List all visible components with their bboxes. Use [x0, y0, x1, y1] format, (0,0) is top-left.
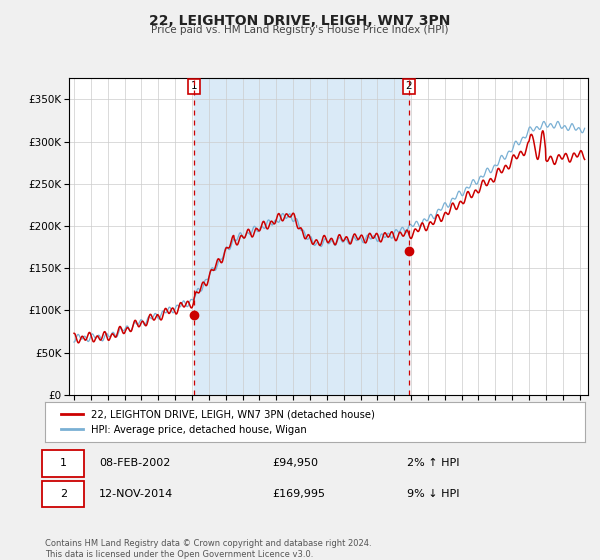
Text: 2: 2	[406, 81, 412, 91]
Bar	[194, 78, 409, 395]
Text: 08-FEB-2002: 08-FEB-2002	[99, 459, 170, 468]
Text: 1: 1	[60, 459, 67, 468]
Text: 2: 2	[60, 489, 67, 499]
Text: 22, LEIGHTON DRIVE, LEIGH, WN7 3PN: 22, LEIGHTON DRIVE, LEIGH, WN7 3PN	[149, 14, 451, 28]
FancyBboxPatch shape	[42, 481, 85, 507]
FancyBboxPatch shape	[42, 450, 85, 477]
Text: Contains HM Land Registry data © Crown copyright and database right 2024.
This d: Contains HM Land Registry data © Crown c…	[45, 539, 371, 559]
Text: 12-NOV-2014: 12-NOV-2014	[99, 489, 173, 499]
Text: £94,950: £94,950	[272, 459, 318, 468]
Text: Price paid vs. HM Land Registry's House Price Index (HPI): Price paid vs. HM Land Registry's House …	[151, 25, 449, 35]
Text: 1: 1	[191, 81, 197, 91]
Text: 9% ↓ HPI: 9% ↓ HPI	[407, 489, 460, 499]
Text: 2% ↑ HPI: 2% ↑ HPI	[407, 459, 460, 468]
Legend: 22, LEIGHTON DRIVE, LEIGH, WN7 3PN (detached house), HPI: Average price, detache: 22, LEIGHTON DRIVE, LEIGH, WN7 3PN (deta…	[55, 404, 381, 441]
Text: £169,995: £169,995	[272, 489, 325, 499]
